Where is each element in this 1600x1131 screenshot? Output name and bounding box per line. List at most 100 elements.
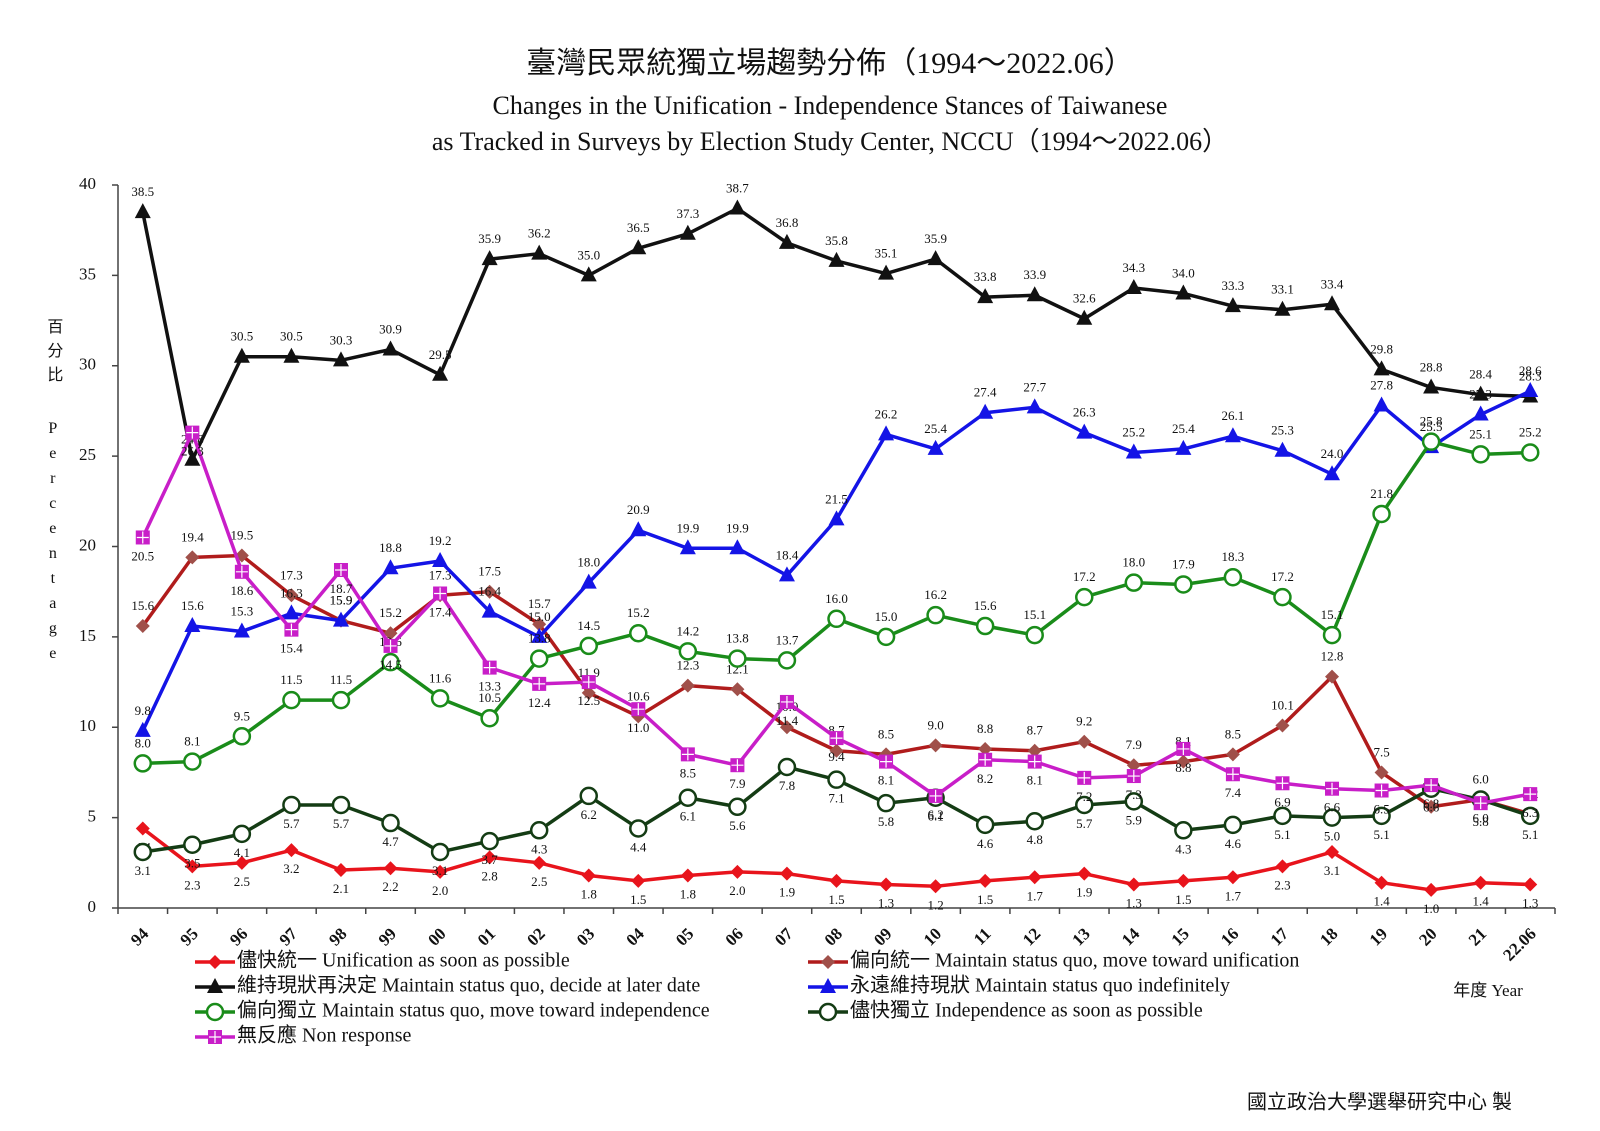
marker — [1424, 882, 1439, 897]
data-label: 5.8 — [1473, 814, 1489, 829]
data-label: 30.3 — [330, 332, 353, 347]
marker — [531, 627, 548, 643]
marker-cross — [1524, 788, 1537, 801]
marker-cross — [285, 623, 298, 636]
marker-cross — [1474, 797, 1487, 810]
data-label: 18.7 — [330, 581, 353, 596]
marker-cross — [1226, 768, 1239, 781]
marker — [383, 861, 398, 876]
data-label: 10.1 — [1271, 697, 1294, 712]
x-tick-label: 97 — [276, 924, 302, 950]
y-tick-label: 20 — [79, 535, 96, 554]
marker — [282, 690, 301, 710]
marker — [1126, 877, 1141, 892]
data-label: 1.5 — [1175, 892, 1191, 907]
marker-cross — [334, 563, 347, 576]
marker-cross — [1028, 755, 1041, 768]
data-label: 35.1 — [875, 246, 898, 261]
marker — [333, 562, 348, 577]
data-label: 4.8 — [1027, 832, 1043, 847]
marker — [135, 619, 150, 634]
marker — [729, 199, 746, 215]
data-label: 8.1 — [1027, 773, 1043, 788]
marker — [777, 651, 797, 670]
marker — [1374, 765, 1389, 780]
marker-cross — [632, 703, 645, 716]
data-label: 3.7 — [482, 852, 499, 867]
data-label: 35.8 — [825, 233, 848, 248]
data-label: 29.8 — [1370, 341, 1393, 356]
y-tick-label: 5 — [88, 807, 97, 826]
data-label: 36.2 — [528, 226, 551, 241]
marker — [133, 754, 153, 773]
marker — [1325, 781, 1340, 796]
marker — [284, 843, 299, 858]
data-label: 19.2 — [429, 533, 452, 548]
x-tick-label: 12 — [1019, 924, 1044, 949]
legend-label: 偏向獨立 Maintain status quo, move toward in… — [237, 999, 710, 1022]
marker — [481, 250, 498, 266]
data-label: 3.1 — [135, 863, 151, 878]
data-label: 4.3 — [531, 841, 547, 856]
data-label: 7.9 — [1126, 737, 1142, 752]
marker — [232, 727, 252, 746]
data-label: 7.9 — [729, 776, 745, 791]
marker — [433, 586, 448, 601]
y-tick-label: 35 — [79, 264, 96, 283]
marker — [532, 617, 547, 632]
marker — [1176, 754, 1191, 769]
marker — [730, 864, 745, 879]
data-label: 33.3 — [1222, 278, 1245, 293]
marker — [1027, 754, 1042, 769]
marker — [680, 747, 695, 762]
marker — [1424, 778, 1439, 793]
data-label: 12.3 — [676, 658, 699, 673]
data-label: 33.1 — [1271, 282, 1294, 297]
marker-cross — [1276, 777, 1289, 790]
marker — [579, 636, 598, 656]
marker — [185, 425, 200, 440]
data-label: 5.1 — [1522, 827, 1538, 842]
data-label: 15.1 — [1321, 607, 1344, 622]
x-tick-label: 19 — [1366, 924, 1391, 949]
marker-cross — [780, 695, 793, 708]
marker — [629, 819, 648, 838]
data-label: 27.4 — [974, 385, 997, 400]
data-label: 18.8 — [379, 540, 402, 555]
marker — [1324, 465, 1341, 481]
x-tick-label: 02 — [523, 924, 548, 949]
data-label: 1.3 — [1126, 895, 1142, 910]
data-label: 14.5 — [577, 618, 600, 633]
y-tick-label: 10 — [79, 716, 96, 735]
data-label: 4.4 — [630, 839, 647, 854]
marker — [433, 864, 448, 879]
marker — [829, 731, 844, 746]
data-label: 11.0 — [627, 720, 649, 735]
data-label: 34.3 — [1122, 260, 1145, 275]
marker — [1523, 877, 1538, 892]
data-label: 4.7 — [382, 834, 399, 849]
marker — [1027, 743, 1042, 758]
data-label: 3.1 — [432, 863, 448, 878]
data-label: 36.8 — [776, 215, 799, 230]
data-label: 30.9 — [379, 321, 402, 336]
data-label: 6.1 — [680, 809, 696, 824]
data-label: 1.3 — [1522, 895, 1538, 910]
marker — [1273, 806, 1292, 826]
marker — [482, 850, 497, 865]
x-tick-label: 09 — [870, 924, 895, 949]
marker — [1176, 873, 1191, 888]
marker — [532, 855, 547, 870]
marker — [1372, 504, 1391, 524]
marker — [332, 611, 349, 627]
data-label: 5.1 — [1274, 827, 1290, 842]
data-label: 9.5 — [234, 708, 250, 723]
marker — [1077, 770, 1092, 785]
data-label: 15.0 — [528, 609, 551, 624]
marker — [481, 602, 498, 618]
data-label: 25.4 — [924, 421, 947, 436]
marker — [532, 676, 547, 691]
marker — [1175, 439, 1192, 455]
legend-marker — [820, 978, 836, 993]
marker — [1026, 286, 1043, 302]
